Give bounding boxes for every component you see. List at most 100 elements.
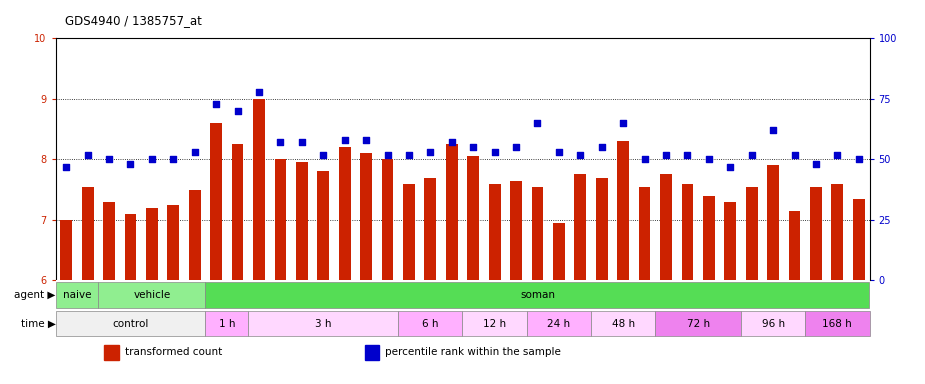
Point: [595, 144, 610, 150]
Bar: [638, 187, 650, 280]
Point: [487, 149, 502, 155]
Point: [273, 139, 288, 146]
Bar: [591, 311, 655, 336]
Point: [423, 149, 438, 155]
Bar: [399, 311, 462, 336]
Bar: [125, 214, 136, 280]
Bar: [104, 202, 115, 280]
Bar: [655, 311, 741, 336]
Point: [659, 151, 673, 157]
Bar: [682, 184, 694, 280]
Bar: [832, 184, 844, 280]
Bar: [462, 311, 526, 336]
Point: [315, 151, 330, 157]
Text: 48 h: 48 h: [611, 318, 635, 329]
Bar: [467, 156, 479, 280]
Point: [102, 156, 117, 162]
Text: soman: soman: [520, 290, 555, 300]
Text: 24 h: 24 h: [548, 318, 571, 329]
Point: [851, 156, 866, 162]
Point: [209, 101, 224, 107]
Point: [466, 144, 481, 150]
Bar: [596, 177, 608, 280]
Bar: [317, 172, 329, 280]
Bar: [364, 345, 379, 360]
Bar: [81, 187, 93, 280]
Bar: [296, 162, 308, 280]
Point: [123, 161, 138, 167]
Point: [680, 151, 695, 157]
Text: vehicle: vehicle: [133, 290, 170, 300]
Point: [80, 151, 95, 157]
Bar: [146, 208, 158, 280]
Point: [573, 151, 587, 157]
Bar: [488, 184, 500, 280]
Point: [380, 151, 395, 157]
Point: [144, 156, 159, 162]
Point: [59, 164, 74, 170]
Bar: [382, 159, 393, 280]
Point: [188, 149, 203, 155]
Bar: [275, 159, 287, 280]
Bar: [56, 282, 98, 308]
Bar: [425, 177, 437, 280]
Point: [230, 108, 245, 114]
Point: [551, 149, 566, 155]
Point: [166, 156, 180, 162]
Bar: [98, 282, 205, 308]
Text: 6 h: 6 h: [422, 318, 438, 329]
Bar: [446, 144, 458, 280]
Bar: [741, 311, 806, 336]
Bar: [210, 123, 222, 280]
Bar: [553, 223, 565, 280]
Text: agent ▶: agent ▶: [14, 290, 56, 300]
Point: [359, 137, 374, 143]
Bar: [167, 205, 179, 280]
Bar: [574, 174, 586, 280]
Point: [787, 151, 802, 157]
Bar: [532, 187, 543, 280]
Point: [808, 161, 823, 167]
Point: [701, 156, 716, 162]
Bar: [660, 174, 672, 280]
Bar: [60, 220, 72, 280]
Bar: [767, 166, 779, 280]
Point: [616, 120, 631, 126]
Point: [530, 120, 545, 126]
Bar: [205, 311, 248, 336]
Text: 72 h: 72 h: [686, 318, 709, 329]
Bar: [724, 202, 736, 280]
Point: [252, 89, 266, 95]
Bar: [789, 211, 800, 280]
Bar: [205, 282, 870, 308]
Point: [637, 156, 652, 162]
Bar: [617, 141, 629, 280]
Text: 168 h: 168 h: [822, 318, 852, 329]
Bar: [231, 144, 243, 280]
Text: naive: naive: [63, 290, 92, 300]
Text: percentile rank within the sample: percentile rank within the sample: [385, 348, 561, 358]
Bar: [806, 311, 869, 336]
Bar: [403, 184, 414, 280]
Text: transformed count: transformed count: [125, 348, 222, 358]
Text: 12 h: 12 h: [483, 318, 506, 329]
Bar: [853, 199, 865, 280]
Bar: [810, 187, 821, 280]
Point: [294, 139, 309, 146]
Point: [444, 139, 459, 146]
Point: [745, 151, 759, 157]
Text: 3 h: 3 h: [315, 318, 331, 329]
Bar: [105, 345, 119, 360]
Bar: [56, 311, 205, 336]
Point: [509, 144, 524, 150]
Point: [338, 137, 352, 143]
Bar: [189, 190, 201, 280]
Bar: [253, 99, 265, 280]
Bar: [526, 311, 591, 336]
Point: [722, 164, 737, 170]
Bar: [703, 195, 715, 280]
Bar: [248, 311, 399, 336]
Point: [401, 151, 416, 157]
Bar: [360, 153, 372, 280]
Bar: [339, 147, 351, 280]
